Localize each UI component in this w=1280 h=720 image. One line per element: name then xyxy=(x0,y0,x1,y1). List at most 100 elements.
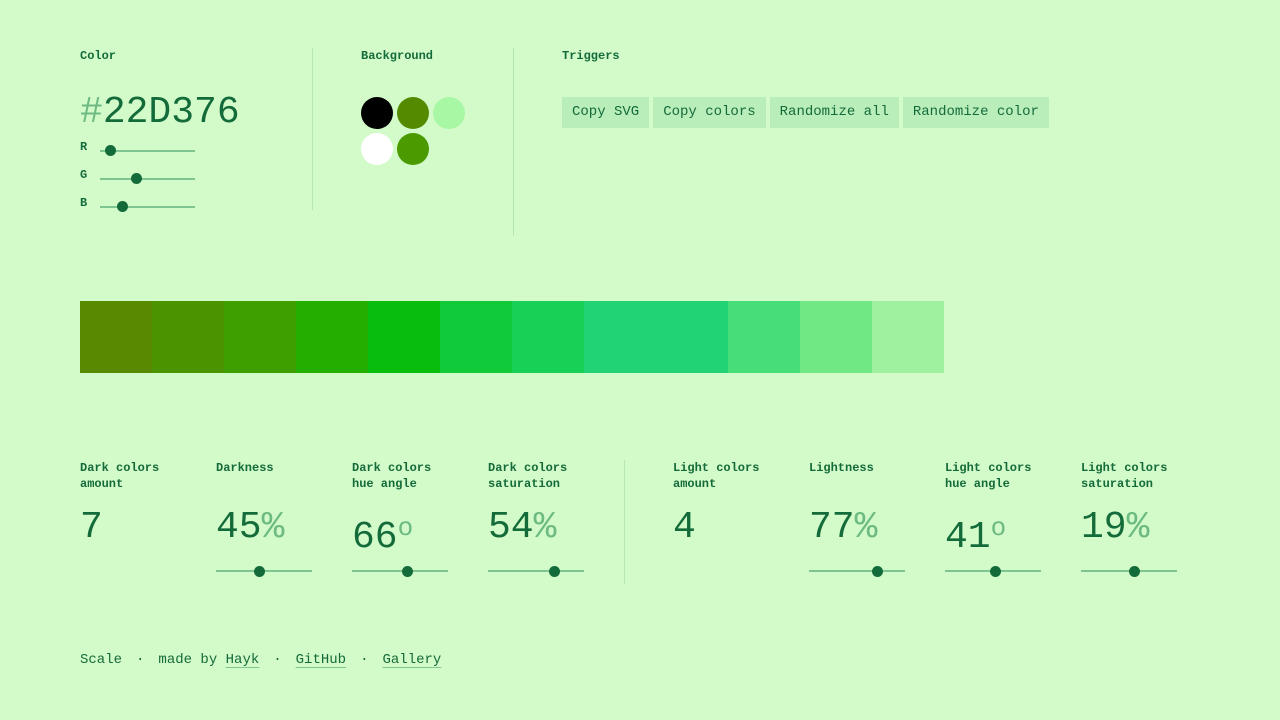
g-slider-knob[interactable] xyxy=(131,173,143,184)
background-label: Background xyxy=(361,49,434,63)
light-colors-amount-label: Light colors amount xyxy=(673,461,760,491)
light-colors-amount-control: Light colors amount 4 xyxy=(673,460,773,548)
r-label: R xyxy=(80,140,88,154)
triggers-label: Triggers xyxy=(562,49,620,63)
palette-swatch[interactable] xyxy=(800,301,872,373)
color-scale-palette xyxy=(80,301,944,373)
b-label: B xyxy=(80,196,88,210)
dark-saturation-number: 54 xyxy=(488,506,534,549)
dark-colors-amount-number: 7 xyxy=(80,506,103,549)
palette-swatch[interactable] xyxy=(80,301,152,373)
lightness-slider-track[interactable] xyxy=(809,570,905,572)
dark-hue-slider-track[interactable] xyxy=(352,570,448,572)
footer-made-by: made by xyxy=(158,652,218,668)
footer: Scale · made by Hayk · GitHub · Gallery xyxy=(80,651,441,669)
b-slider-row: B xyxy=(80,190,280,218)
darkness-value: 45% xyxy=(216,508,284,548)
dark-hue-control: Dark colors hue angle 66o xyxy=(352,460,452,577)
dark-colors-amount-label: Dark colors amount xyxy=(80,461,160,491)
light-hue-unit: o xyxy=(990,513,1007,543)
dark-hue-label: Dark colors hue angle xyxy=(352,461,432,491)
palette-swatch[interactable] xyxy=(368,301,440,373)
bg-swatch-green[interactable] xyxy=(397,133,429,165)
dark-saturation-value: 54% xyxy=(488,508,556,548)
copy-colors-button[interactable]: Copy colors xyxy=(653,97,766,128)
bg-swatch-light-green[interactable] xyxy=(433,97,465,129)
footer-separator: · xyxy=(273,652,282,668)
palette-swatch[interactable] xyxy=(440,301,512,373)
lightness-control: Lightness 77% xyxy=(809,460,909,577)
dark-saturation-control: Dark colors saturation 54% xyxy=(488,460,588,577)
darkness-number: 45 xyxy=(216,506,262,549)
color-label: Color xyxy=(80,49,117,63)
dark-colors-amount-control: Dark colors amount 7 xyxy=(80,460,180,548)
hex-text: 22D376 xyxy=(102,91,240,134)
divider xyxy=(312,48,313,210)
palette-swatch[interactable] xyxy=(224,301,296,373)
author-link[interactable]: Hayk xyxy=(225,652,260,668)
light-saturation-value: 19% xyxy=(1081,508,1149,548)
footer-separator: · xyxy=(360,652,369,668)
hex-value[interactable]: #22D376 xyxy=(80,93,280,133)
light-colors-amount-number: 4 xyxy=(673,506,696,549)
lightness-label: Lightness xyxy=(809,461,874,475)
bg-swatch-white[interactable] xyxy=(361,133,393,165)
hex-hash: # xyxy=(80,91,103,134)
light-hue-value: 41o xyxy=(945,508,1006,558)
r-slider-track[interactable] xyxy=(100,150,195,152)
light-saturation-number: 19 xyxy=(1081,506,1127,549)
dark-saturation-label: Dark colors saturation xyxy=(488,461,568,491)
darkness-control: Darkness 45% xyxy=(216,460,316,577)
light-saturation-control: Light colors saturation 19% xyxy=(1081,460,1181,577)
light-colors-amount-value[interactable]: 4 xyxy=(673,508,696,548)
light-hue-number: 41 xyxy=(945,516,991,559)
g-slider-row: G xyxy=(80,162,280,190)
dark-colors-amount-value[interactable]: 7 xyxy=(80,508,103,548)
palette-swatch[interactable] xyxy=(728,301,800,373)
lightness-slider-knob[interactable] xyxy=(871,566,883,577)
dark-hue-unit: o xyxy=(397,513,414,543)
b-slider-track[interactable] xyxy=(100,206,195,208)
light-hue-control: Light colors hue angle 41o xyxy=(945,460,1045,577)
randomize-all-button[interactable]: Randomize all xyxy=(769,97,899,128)
g-slider-track[interactable] xyxy=(100,178,195,180)
light-hue-slider-knob[interactable] xyxy=(990,566,1002,577)
light-saturation-slider-knob[interactable] xyxy=(1128,566,1140,577)
palette-swatch[interactable] xyxy=(584,301,656,373)
bg-swatch-dark-green[interactable] xyxy=(397,97,429,129)
color-section: Color #22D376 R G B xyxy=(80,48,280,218)
light-saturation-label: Light colors saturation xyxy=(1081,461,1168,491)
palette-swatch[interactable] xyxy=(872,301,944,373)
footer-separator: · xyxy=(136,652,145,668)
darkness-unit: % xyxy=(261,506,285,549)
b-slider-knob[interactable] xyxy=(117,201,129,212)
bg-swatch-black[interactable] xyxy=(361,97,393,129)
light-saturation-unit: % xyxy=(1126,506,1150,549)
darkness-slider-knob[interactable] xyxy=(254,566,266,577)
dark-saturation-slider-knob[interactable] xyxy=(549,566,561,577)
palette-swatch[interactable] xyxy=(152,301,224,373)
gallery-link[interactable]: Gallery xyxy=(382,652,442,668)
lightness-number: 77 xyxy=(809,506,855,549)
background-section: Background xyxy=(361,48,491,165)
lightness-unit: % xyxy=(854,506,878,549)
palette-swatch[interactable] xyxy=(656,301,728,373)
dark-saturation-unit: % xyxy=(533,506,557,549)
triggers-section: Triggers Copy SVG Copy colors Randomize … xyxy=(562,48,1082,128)
divider xyxy=(624,460,625,584)
g-label: G xyxy=(80,168,88,182)
dark-hue-number: 66 xyxy=(352,516,398,559)
r-slider-row: R xyxy=(80,134,280,162)
lightness-value: 77% xyxy=(809,508,877,548)
r-slider-knob[interactable] xyxy=(105,145,117,156)
copy-svg-button[interactable]: Copy SVG xyxy=(562,97,650,128)
footer-app-name: Scale xyxy=(80,652,123,668)
dark-hue-slider-knob[interactable] xyxy=(402,566,414,577)
palette-swatch[interactable] xyxy=(512,301,584,373)
dark-saturation-slider-track[interactable] xyxy=(488,570,584,572)
github-link[interactable]: GitHub xyxy=(295,652,347,668)
randomize-color-button[interactable]: Randomize color xyxy=(902,97,1049,128)
divider xyxy=(513,48,514,236)
dark-hue-value: 66o xyxy=(352,508,413,558)
palette-swatch[interactable] xyxy=(296,301,368,373)
